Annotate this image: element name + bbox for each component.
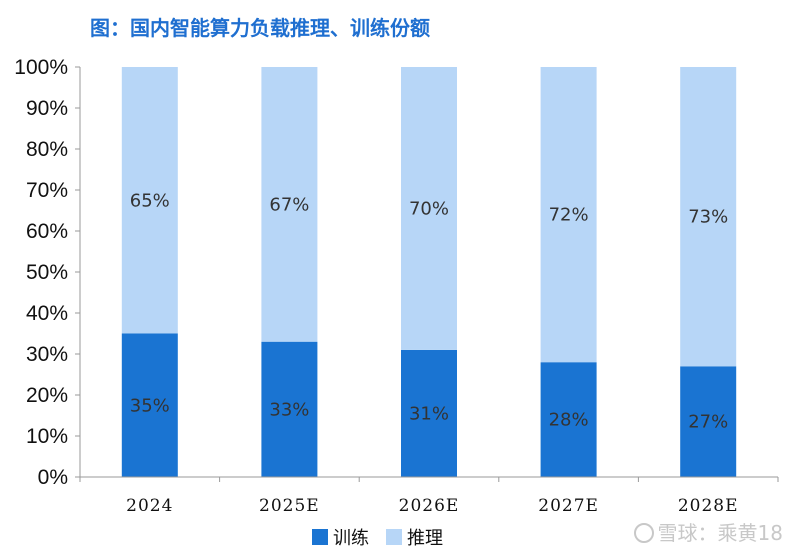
x-tick-label: 2027E <box>538 496 599 516</box>
y-tick-label: 10% <box>26 425 68 448</box>
y-tick-label: 70% <box>26 179 68 202</box>
y-tick-label: 60% <box>26 220 68 243</box>
x-axis: 2024 2025E 2026E 2027E 2028E <box>79 476 779 516</box>
y-axis: 0% 10% 20% 30% 40% 50% 60% 70% 80% 90% 100% <box>14 56 81 489</box>
x-tick-label: 2026E <box>399 496 460 516</box>
data-label: 65% <box>130 190 170 211</box>
y-tick-label: 100% <box>14 56 68 79</box>
bars: 35% 65% 33% 67% 31% 70% 28% 72% 27% 73% <box>121 67 737 477</box>
bar-inference <box>680 67 737 367</box>
bar-inference <box>261 67 318 342</box>
x-tick-label: 2024 <box>126 496 173 516</box>
data-label: 35% <box>130 395 170 416</box>
x-tick-label: 2025E <box>259 496 320 516</box>
bar-training <box>261 341 318 477</box>
bar-training <box>680 366 737 477</box>
data-label: 27% <box>688 412 728 433</box>
bar-training <box>121 333 178 477</box>
watermark-separator: ： <box>697 521 718 545</box>
x-tick-label: 2028E <box>678 496 739 516</box>
legend: 训练 推理 <box>312 528 443 549</box>
data-label: 73% <box>688 207 728 228</box>
bar-inference <box>121 67 178 334</box>
y-tick-label: 90% <box>26 97 68 120</box>
watermark: 雪球：乘黄18 <box>633 517 783 546</box>
data-label: 31% <box>409 403 449 424</box>
legend-swatch <box>312 529 328 545</box>
watermark-author: 乘黄18 <box>717 521 783 545</box>
legend-label: 推理 <box>407 528 443 549</box>
data-label: 72% <box>549 205 589 226</box>
data-label: 70% <box>409 198 449 219</box>
legend-label: 训练 <box>333 528 369 549</box>
data-label: 28% <box>549 410 589 431</box>
bar-training <box>401 349 457 477</box>
chart-title: 图：国内智能算力负载推理、训练份额 <box>90 16 430 40</box>
bar-training <box>540 362 597 477</box>
y-tick-label: 30% <box>26 343 68 366</box>
watermark-brand: 雪球 <box>657 521 698 545</box>
data-label: 33% <box>269 399 309 420</box>
y-tick-label: 20% <box>26 384 68 407</box>
y-tick-label: 0% <box>38 466 68 489</box>
legend-swatch <box>386 529 402 545</box>
bar-inference <box>401 67 457 350</box>
xueqiu-logo-icon <box>633 523 654 543</box>
y-tick-label: 80% <box>26 138 68 161</box>
y-tick-label: 40% <box>26 302 68 325</box>
bar-inference <box>540 67 597 363</box>
y-tick-label: 50% <box>26 261 68 284</box>
data-label: 67% <box>269 194 309 215</box>
